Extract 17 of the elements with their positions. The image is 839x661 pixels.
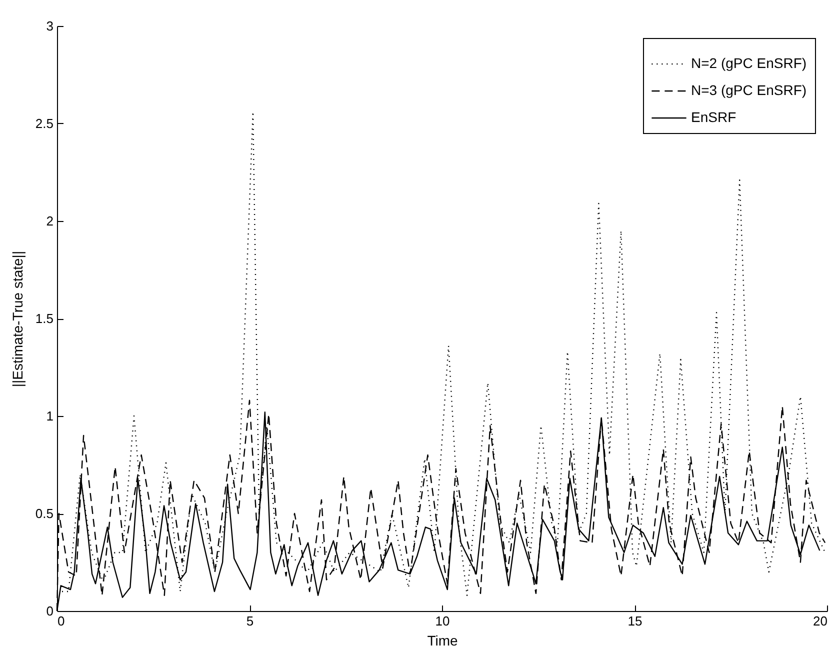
x-tick-label: 5 bbox=[246, 614, 254, 628]
y-tick-label: 0 bbox=[46, 604, 54, 618]
y-axis-title: ||Estimate-True state|| bbox=[9, 250, 26, 388]
legend-label: N=2 (gPC EnSRF) bbox=[691, 55, 807, 71]
y-tick-label: 0.5 bbox=[35, 506, 54, 521]
x-tick-label: 15 bbox=[628, 614, 642, 628]
y-tick-label: 1 bbox=[46, 408, 54, 424]
y-tick-label: 3 bbox=[46, 18, 54, 34]
y-tick-label: 2.5 bbox=[35, 116, 54, 131]
y-tick-label: 1.5 bbox=[35, 311, 54, 326]
x-tick-label: 10 bbox=[435, 614, 450, 628]
x-tick-label: 20 bbox=[813, 614, 828, 628]
x-axis-title: Time bbox=[427, 632, 458, 648]
y-tick-label: 2 bbox=[46, 214, 54, 228]
x-tick-label: 0 bbox=[58, 614, 65, 628]
legend-label: EnSRF bbox=[691, 109, 736, 125]
legend-label: N=3 (gPC EnSRF) bbox=[691, 82, 807, 98]
